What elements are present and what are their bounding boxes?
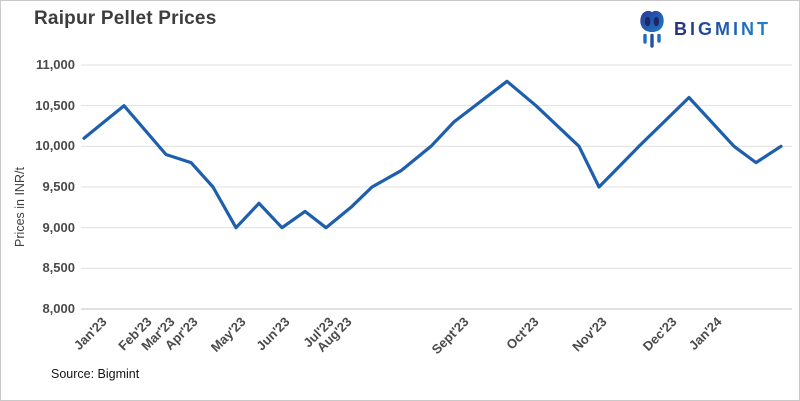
- y-tick-label: 11,000: [35, 57, 75, 72]
- y-tick-label: 10,000: [35, 138, 75, 154]
- bigmint-logo-text: BIGMINT: [674, 18, 771, 39]
- y-tick-label: 8,000: [42, 301, 75, 316]
- y-tick-label: 9,500: [42, 179, 75, 194]
- bigmint-rocket-icon: [640, 10, 664, 48]
- page-title: Raipur Pellet Prices: [34, 8, 217, 29]
- price-line: [82, 79, 783, 230]
- source-note: Source: Bigmint: [51, 367, 140, 381]
- y-tick-label: 9,000: [42, 219, 75, 235]
- bigmint-logo: BIGMINT: [637, 9, 771, 49]
- y-tick-label: 10,500: [35, 97, 75, 113]
- y-axis-title: Prices in INR/t: [13, 167, 27, 247]
- y-tick-label: 8,500: [42, 260, 75, 276]
